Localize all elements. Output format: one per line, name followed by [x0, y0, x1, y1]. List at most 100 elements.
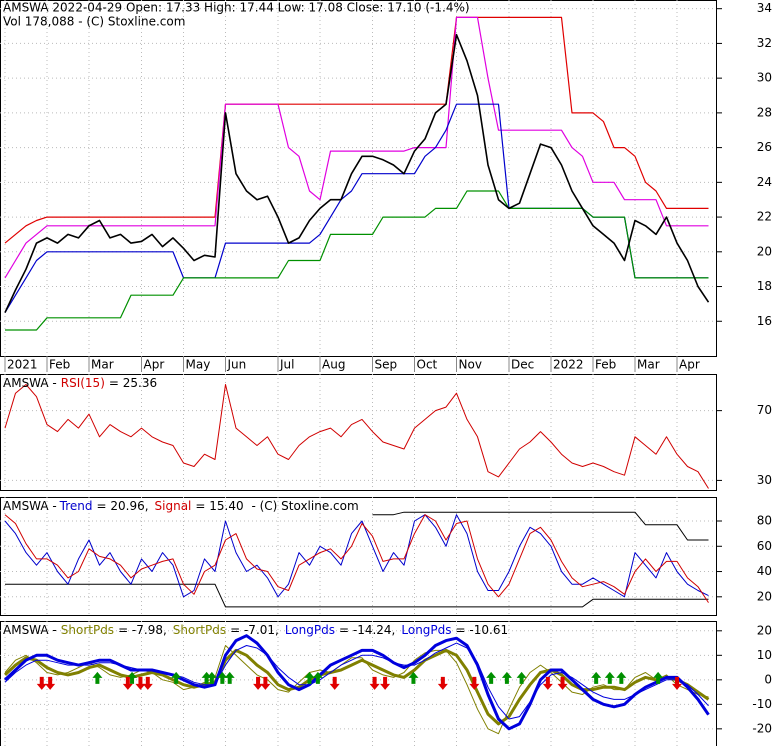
- legend-note: - (C) Stoxline.com: [248, 499, 359, 513]
- sell-arrow: [260, 676, 271, 690]
- legend-value: = -7.98,: [118, 623, 167, 637]
- legend: AMSWA - RSI(15) = 25.36: [3, 376, 157, 390]
- buy-arrow: [604, 671, 615, 684]
- sell-arrow: [557, 676, 568, 690]
- x-tick-label: Feb: [595, 358, 616, 372]
- x-tick-label: Mar: [91, 358, 114, 372]
- legend-value: = -14.24,: [339, 623, 395, 637]
- chart-subtitle: Vol 178,088 - (C) Stoxline.com: [3, 15, 185, 29]
- y-tick-label: 10: [757, 648, 772, 662]
- x-tick-label: Mar: [637, 358, 660, 372]
- y-tick-label: -10: [752, 697, 772, 711]
- legend-name: Trend: [59, 499, 93, 513]
- y-tick-label: 0: [764, 672, 772, 686]
- series-line: [4, 16, 709, 279]
- series-line: [3, 648, 710, 726]
- y-tick-label: 20: [757, 589, 772, 603]
- series-line: [4, 16, 709, 244]
- x-tick-label: Apr: [679, 358, 700, 372]
- x-tick-label: Feb: [49, 358, 70, 372]
- sell-arrow: [329, 676, 340, 690]
- series-line: [5, 190, 709, 331]
- series-line: [3, 634, 710, 731]
- buy-arrow: [304, 671, 315, 684]
- y-tick-label: 22: [757, 210, 772, 224]
- sell-arrow: [45, 676, 56, 690]
- legend-name: Signal: [155, 499, 192, 513]
- y-tick-label: 16: [757, 314, 772, 328]
- buy-arrow: [92, 671, 103, 684]
- sell-arrow: [380, 676, 391, 690]
- legend-name: ShortPds: [61, 623, 114, 637]
- x-tick-label: May: [186, 358, 211, 372]
- sell-arrow: [542, 676, 553, 690]
- buy-arrow: [201, 671, 212, 684]
- buy-arrow: [516, 671, 527, 684]
- buy-arrow: [312, 671, 323, 684]
- legend-value: = 15.40: [195, 499, 243, 513]
- panel-frame: [0, 0, 717, 357]
- y-tick-label: 20: [757, 244, 772, 258]
- y-tick-label: 28: [757, 105, 772, 119]
- series-line: [372, 511, 709, 541]
- series-line: [4, 642, 709, 720]
- x-tick-label: Apr: [144, 358, 165, 372]
- panel-frame: [0, 374, 717, 491]
- x-tick-label: Aug: [322, 358, 345, 372]
- x-tick-label: Jul: [279, 358, 294, 372]
- x-tick-label: 2021: [7, 358, 38, 372]
- legend-value: = 25.36: [109, 376, 157, 390]
- x-tick-label: Dec: [511, 358, 534, 372]
- legend-name: RSI(15): [61, 376, 105, 390]
- buy-arrow: [206, 671, 217, 684]
- buy-arrow: [591, 671, 602, 684]
- buy-arrow: [501, 671, 512, 684]
- y-tick-label: 18: [757, 279, 772, 293]
- y-tick-label: 80: [757, 514, 772, 528]
- legend-title: AMSWA -: [3, 623, 57, 637]
- buy-arrow: [486, 671, 497, 684]
- legend-name: ShortPds: [173, 623, 226, 637]
- legend: AMSWA - Trend = 20.96, Signal = 15.40 - (C) …: [3, 499, 359, 513]
- y-tick-label: 34: [757, 1, 772, 15]
- y-tick-label: 60: [757, 539, 772, 553]
- buy-arrow: [408, 671, 419, 684]
- y-tick-label: 26: [757, 140, 772, 154]
- series-line: [4, 103, 709, 313]
- series-line: [4, 514, 709, 603]
- x-tick-label: Nov: [459, 358, 482, 372]
- series-line: [4, 514, 709, 598]
- chart-title: AMSWA 2022-04-29 Open: 17.33 High: 17.44…: [3, 1, 470, 15]
- x-tick-label: 2022: [553, 358, 584, 372]
- buy-arrow: [217, 671, 228, 684]
- series-line: [4, 645, 709, 735]
- panel-frame: [0, 497, 717, 616]
- sell-arrow: [672, 676, 682, 690]
- legend-value: = 20.96,: [96, 499, 148, 513]
- series-line: [4, 384, 709, 489]
- legend-title: AMSWA -: [3, 376, 57, 390]
- y-tick-label: 32: [757, 36, 772, 50]
- x-tick-label: Jun: [227, 358, 247, 372]
- legend: AMSWA - ShortPds = -7.98, ShortPds = -7.01, L…: [3, 623, 508, 637]
- sell-arrow: [135, 676, 146, 690]
- y-tick-label: 30: [757, 473, 772, 487]
- buy-arrow: [127, 671, 138, 684]
- series-line: [4, 33, 710, 313]
- sell-arrow: [437, 676, 448, 690]
- x-tick-label: Oct: [417, 358, 438, 372]
- legend-value: = -10.61: [456, 623, 509, 637]
- y-tick-label: 20: [757, 623, 772, 637]
- y-tick-label: 30: [757, 71, 772, 85]
- sell-arrow: [122, 676, 133, 690]
- legend-name: LongPds: [401, 623, 451, 637]
- series-line: [5, 583, 709, 608]
- y-tick-label: 40: [757, 564, 772, 578]
- y-tick-label: 70: [757, 403, 772, 417]
- x-tick-label: Sep: [375, 358, 398, 372]
- sell-arrow: [369, 676, 380, 690]
- legend-value: = -7.01,: [230, 623, 279, 637]
- legend-name: LongPds: [285, 623, 335, 637]
